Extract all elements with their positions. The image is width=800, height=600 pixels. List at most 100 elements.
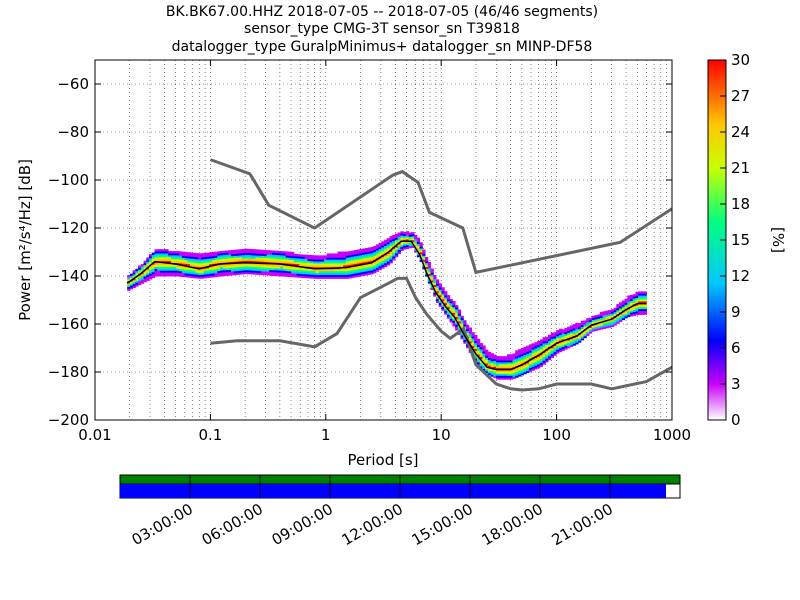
density-cell bbox=[362, 258, 366, 261]
density-cell bbox=[151, 273, 155, 277]
density-cell bbox=[146, 263, 150, 266]
density-cell bbox=[143, 277, 147, 281]
density-cell bbox=[312, 270, 317, 274]
density-cell bbox=[340, 261, 344, 264]
density-cell bbox=[170, 268, 175, 271]
density-cell bbox=[501, 373, 505, 376]
density-cell bbox=[195, 258, 199, 262]
colorbar-tick-label: 15 bbox=[731, 231, 750, 249]
density-cell bbox=[411, 239, 415, 243]
density-cell bbox=[214, 255, 218, 258]
x-tick-label: 0.01 bbox=[78, 426, 111, 444]
density-cell bbox=[293, 255, 298, 259]
density-cell bbox=[173, 251, 177, 254]
density-cell bbox=[643, 308, 647, 312]
density-cell bbox=[381, 262, 385, 265]
density-cell bbox=[277, 250, 281, 254]
density-cell bbox=[370, 254, 374, 258]
density-cell bbox=[129, 287, 134, 290]
density-cell bbox=[370, 246, 374, 250]
density-cell bbox=[367, 259, 371, 262]
x-tick-label: 10 bbox=[432, 426, 451, 444]
density-cell bbox=[288, 274, 292, 278]
density-cell bbox=[572, 329, 576, 333]
density-cell bbox=[433, 286, 437, 289]
chart-title: BK.BK67.00.HHZ 2018-07-05 -- 2018-07-05 … bbox=[166, 4, 598, 55]
density-cell bbox=[520, 365, 524, 368]
density-cell bbox=[274, 254, 278, 257]
density-cell bbox=[151, 260, 155, 263]
density-cell bbox=[343, 261, 347, 264]
density-cell bbox=[269, 252, 273, 255]
density-cell bbox=[397, 240, 401, 243]
density-cell bbox=[512, 357, 516, 360]
density-cell bbox=[400, 248, 404, 251]
density-cell bbox=[312, 268, 317, 272]
density-cell bbox=[403, 245, 407, 248]
density-cell bbox=[244, 254, 248, 257]
density-cell bbox=[384, 256, 388, 260]
density-cell bbox=[326, 261, 330, 264]
density-cell bbox=[567, 336, 571, 339]
density-cell bbox=[408, 232, 412, 235]
density-cell bbox=[550, 334, 554, 337]
density-cell bbox=[236, 262, 240, 266]
density-cell bbox=[187, 263, 191, 267]
density-cell bbox=[449, 318, 453, 321]
density-cell bbox=[526, 349, 530, 352]
density-cell bbox=[463, 325, 467, 329]
density-cell bbox=[381, 252, 385, 256]
density-cell bbox=[616, 304, 620, 307]
density-cell bbox=[132, 276, 136, 279]
density-cell bbox=[501, 377, 505, 380]
density-cell bbox=[509, 356, 513, 359]
density-cell bbox=[359, 260, 363, 263]
density-cell bbox=[266, 255, 270, 259]
density-cell bbox=[449, 316, 453, 319]
density-cell bbox=[162, 260, 166, 264]
density-cell bbox=[127, 275, 131, 278]
density-cell bbox=[487, 369, 492, 372]
density-cell bbox=[198, 261, 202, 264]
density-cell bbox=[537, 348, 541, 352]
density-cell bbox=[569, 325, 574, 328]
density-cell bbox=[348, 272, 352, 275]
density-cell bbox=[179, 266, 183, 270]
density-cell bbox=[435, 287, 440, 290]
density-cell bbox=[337, 276, 341, 279]
density-cell bbox=[132, 281, 136, 285]
density-cell bbox=[184, 263, 188, 266]
density-cell bbox=[323, 263, 328, 266]
density-cell bbox=[482, 347, 486, 350]
density-cell bbox=[583, 326, 587, 329]
density-cell bbox=[435, 279, 440, 282]
density-cell bbox=[564, 345, 568, 348]
density-cell bbox=[392, 240, 396, 244]
density-cell bbox=[509, 354, 513, 357]
density-cell bbox=[433, 282, 437, 286]
density-cell bbox=[523, 352, 527, 356]
density-cell bbox=[211, 267, 216, 270]
density-cell bbox=[299, 273, 303, 276]
density-cell bbox=[405, 240, 410, 244]
density-cell bbox=[542, 360, 546, 363]
density-cell bbox=[378, 246, 382, 250]
density-cell bbox=[381, 243, 385, 246]
density-cell bbox=[370, 264, 374, 267]
density-cell bbox=[343, 257, 347, 260]
density-cell bbox=[135, 276, 139, 279]
density-cell bbox=[548, 336, 552, 340]
density-cell bbox=[580, 324, 585, 328]
density-cell bbox=[476, 350, 481, 353]
density-cell bbox=[190, 269, 194, 273]
density-cell bbox=[250, 260, 254, 263]
density-cell bbox=[640, 299, 645, 302]
density-cell bbox=[241, 248, 246, 252]
density-cell bbox=[605, 322, 609, 325]
density-cell bbox=[452, 318, 456, 321]
density-cell bbox=[228, 259, 232, 263]
density-cell bbox=[599, 327, 604, 330]
density-cell bbox=[356, 268, 360, 272]
density-cell bbox=[520, 361, 524, 364]
density-cell bbox=[211, 259, 216, 263]
